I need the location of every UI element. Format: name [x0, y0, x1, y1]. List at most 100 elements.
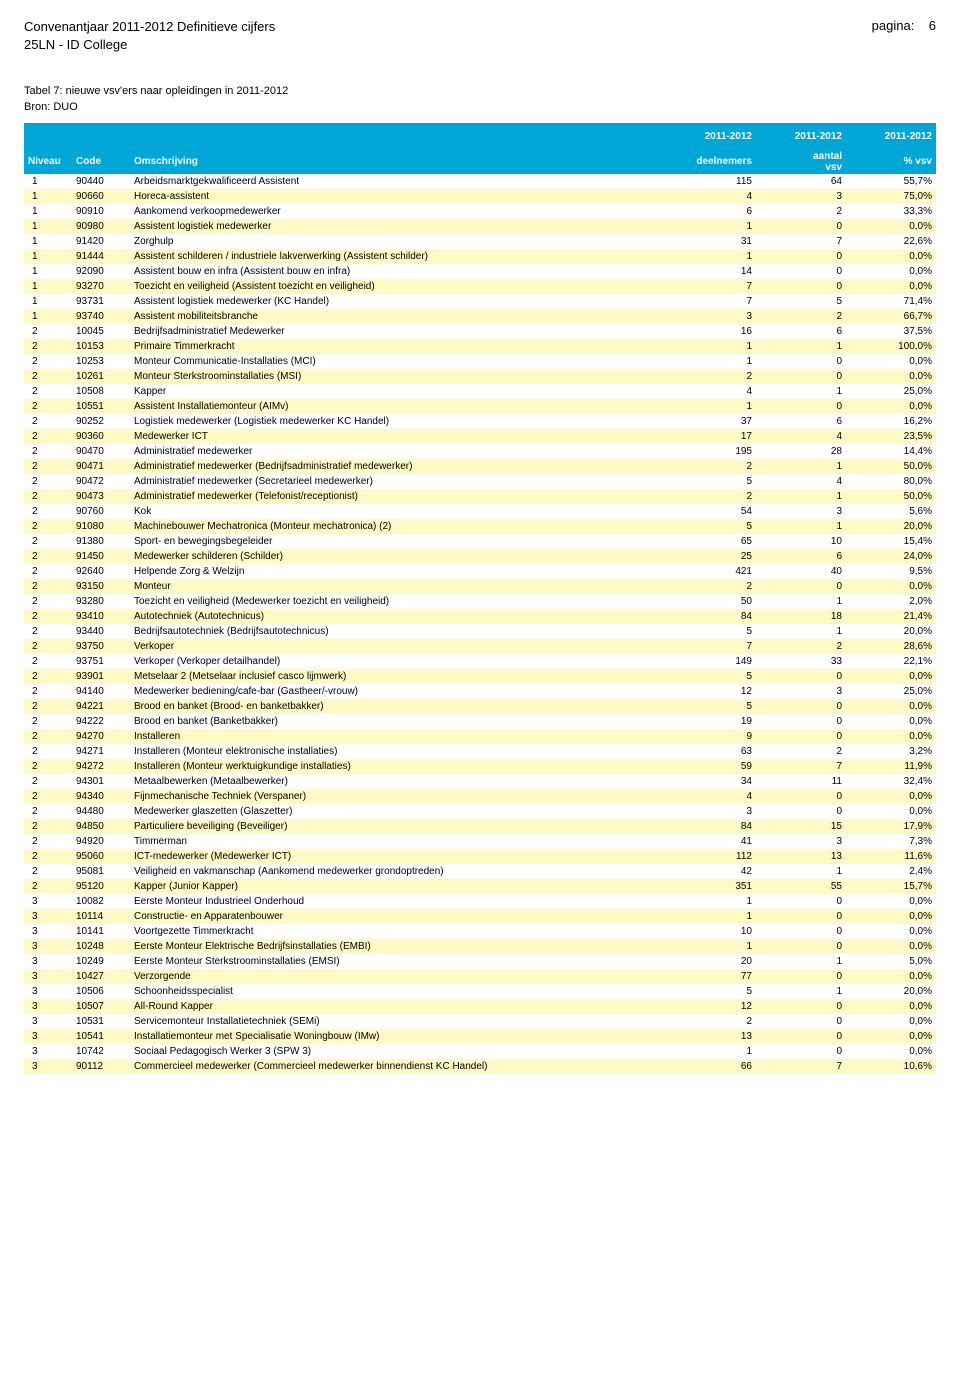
cell-aantal-vsv: 18	[756, 609, 846, 624]
cell-pct-vsv: 7,3%	[846, 834, 936, 849]
cell-code: 93410	[72, 609, 130, 624]
cell-aantal-vsv: 1	[756, 864, 846, 879]
cell-deelnemers: 41	[666, 834, 756, 849]
cell-omschrijving: Medewerker bediening/cafe-bar (Gastheer/…	[130, 684, 666, 699]
cell-deelnemers: 195	[666, 444, 756, 459]
cell-omschrijving: Installeren (Monteur werktuigkundige ins…	[130, 759, 666, 774]
cell-omschrijving: Kok	[130, 504, 666, 519]
cell-pct-vsv: 20,0%	[846, 519, 936, 534]
cell-deelnemers: 1	[666, 1044, 756, 1059]
cell-code: 91380	[72, 534, 130, 549]
cell-niveau: 2	[24, 459, 72, 474]
table-row: 290252Logistiek medewerker (Logistiek me…	[24, 414, 936, 429]
cell-niveau: 2	[24, 624, 72, 639]
cell-niveau: 3	[24, 924, 72, 939]
cell-niveau: 1	[24, 294, 72, 309]
cell-omschrijving: Monteur Sterkstroominstallaties (MSI)	[130, 369, 666, 384]
cell-niveau: 2	[24, 324, 72, 339]
cell-deelnemers: 6	[666, 204, 756, 219]
cell-aantal-vsv: 0	[756, 1029, 846, 1044]
cell-aantal-vsv: 0	[756, 1014, 846, 1029]
cell-code: 10249	[72, 954, 130, 969]
cell-deelnemers: 5	[666, 519, 756, 534]
table-row: 290471Administratief medewerker (Bedrijf…	[24, 459, 936, 474]
cell-deelnemers: 16	[666, 324, 756, 339]
cell-deelnemers: 1	[666, 894, 756, 909]
table-row: 293901Metselaar 2 (Metselaar inclusief c…	[24, 669, 936, 684]
page-number: 6	[929, 18, 936, 33]
cell-niveau: 2	[24, 639, 72, 654]
table-row: 310141Voortgezette Timmerkracht1000,0%	[24, 924, 936, 939]
col-pct-vsv: % vsv	[846, 149, 936, 174]
cell-aantal-vsv: 7	[756, 759, 846, 774]
cell-code: 10506	[72, 984, 130, 999]
cell-aantal-vsv: 1	[756, 594, 846, 609]
table-row: 310541Installatiemonteur met Specialisat…	[24, 1029, 936, 1044]
cell-deelnemers: 7	[666, 639, 756, 654]
cell-omschrijving: Installeren	[130, 729, 666, 744]
cell-deelnemers: 1	[666, 354, 756, 369]
cell-omschrijving: Assistent logistiek medewerker (KC Hande…	[130, 294, 666, 309]
cell-deelnemers: 2	[666, 369, 756, 384]
cell-omschrijving: Timmerman	[130, 834, 666, 849]
cell-omschrijving: Zorghulp	[130, 234, 666, 249]
cell-niveau: 1	[24, 174, 72, 189]
cell-omschrijving: Verzorgende	[130, 969, 666, 984]
table-row: 310531Servicemonteur Installatietechniek…	[24, 1014, 936, 1029]
cell-pct-vsv: 22,1%	[846, 654, 936, 669]
cell-omschrijving: Kapper	[130, 384, 666, 399]
cell-pct-vsv: 50,0%	[846, 489, 936, 504]
cell-niveau: 3	[24, 969, 72, 984]
cell-deelnemers: 5	[666, 624, 756, 639]
table-row: 210508Kapper4125,0%	[24, 384, 936, 399]
cell-pct-vsv: 23,5%	[846, 429, 936, 444]
cell-omschrijving: Constructie- en Apparatenbouwer	[130, 909, 666, 924]
cell-deelnemers: 37	[666, 414, 756, 429]
cell-code: 10427	[72, 969, 130, 984]
table-row: 310082Eerste Monteur Industrieel Onderho…	[24, 894, 936, 909]
cell-niveau: 2	[24, 789, 72, 804]
cell-code: 90980	[72, 219, 130, 234]
cell-pct-vsv: 0,0%	[846, 369, 936, 384]
table-row: 310249Eerste Monteur Sterkstroominstalla…	[24, 954, 936, 969]
table-row: 290473Administratief medewerker (Telefon…	[24, 489, 936, 504]
cell-omschrijving: ICT-medewerker (Medewerker ICT)	[130, 849, 666, 864]
table-row: 291380Sport- en bewegingsbegeleider65101…	[24, 534, 936, 549]
table-row: 310506Schoonheidsspecialist5120,0%	[24, 984, 936, 999]
cell-niveau: 2	[24, 384, 72, 399]
cell-niveau: 3	[24, 1059, 72, 1074]
cell-niveau: 2	[24, 414, 72, 429]
cell-aantal-vsv: 1	[756, 489, 846, 504]
cell-aantal-vsv: 7	[756, 1059, 846, 1074]
table-body: 190440Arbeidsmarktgekwalificeerd Assiste…	[24, 174, 936, 1074]
cell-deelnemers: 65	[666, 534, 756, 549]
cell-code: 10551	[72, 399, 130, 414]
cell-code: 91450	[72, 549, 130, 564]
cell-code: 10253	[72, 354, 130, 369]
cell-omschrijving: Administratief medewerker (Secretarieel …	[130, 474, 666, 489]
cell-aantal-vsv: 0	[756, 249, 846, 264]
col-omschrijving: Omschrijving	[130, 149, 666, 174]
cell-deelnemers: 10	[666, 924, 756, 939]
cell-omschrijving: Eerste Monteur Elektrische Bedrijfsinsta…	[130, 939, 666, 954]
cell-code: 10507	[72, 999, 130, 1014]
cell-deelnemers: 20	[666, 954, 756, 969]
cell-pct-vsv: 80,0%	[846, 474, 936, 489]
cell-deelnemers: 66	[666, 1059, 756, 1074]
table-row: 193740Assistent mobiliteitsbranche3266,7…	[24, 309, 936, 324]
cell-code: 94222	[72, 714, 130, 729]
cell-code: 91444	[72, 249, 130, 264]
cell-code: 90471	[72, 459, 130, 474]
cell-aantal-vsv: 1	[756, 984, 846, 999]
cell-aantal-vsv: 64	[756, 174, 846, 189]
cell-code: 10531	[72, 1014, 130, 1029]
cell-omschrijving: Fijnmechanische Techniek (Verspaner)	[130, 789, 666, 804]
table-row: 290472Administratief medewerker (Secreta…	[24, 474, 936, 489]
cell-pct-vsv: 0,0%	[846, 264, 936, 279]
cell-aantal-vsv: 13	[756, 849, 846, 864]
cell-deelnemers: 4	[666, 384, 756, 399]
cell-aantal-vsv: 4	[756, 429, 846, 444]
cell-code: 90470	[72, 444, 130, 459]
cell-omschrijving: Brood en banket (Brood- en banketbakker)	[130, 699, 666, 714]
cell-deelnemers: 1	[666, 339, 756, 354]
